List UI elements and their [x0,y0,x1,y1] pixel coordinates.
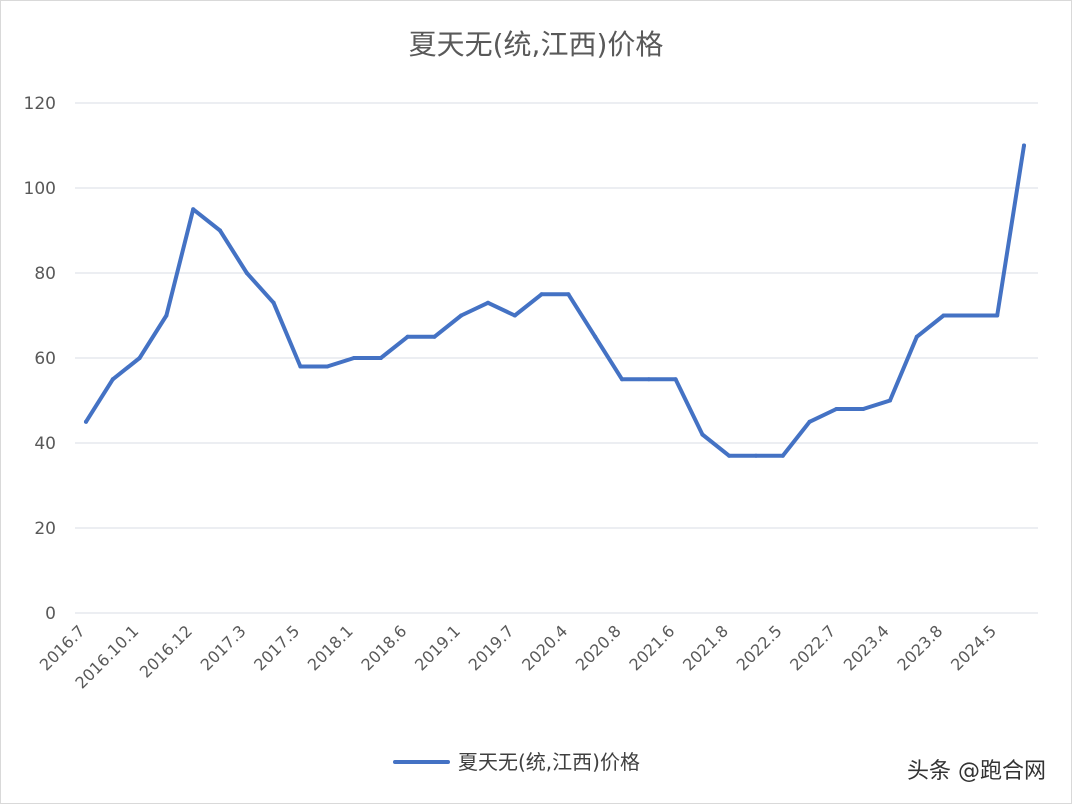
data-point [888,398,892,403]
data-point [539,292,544,297]
y-axis-ticks: 0 20 40 60 80 100 120 [24,94,56,624]
data-point [861,407,866,411]
legend-label: 夏天无(统,江西)价格 [458,750,640,774]
y-tick-label: 0 [45,604,56,624]
data-point [110,377,115,382]
data-point [325,364,330,369]
data-point [352,356,356,360]
data-point [968,313,973,318]
data-point [780,453,785,458]
data-point [298,364,303,369]
data-point [271,300,276,305]
data-point [1022,143,1026,148]
data-point [566,292,571,297]
data-point [941,313,946,318]
y-tick-label: 60 [34,349,56,369]
data-point [459,313,464,318]
data-point [673,377,678,382]
data-point [486,300,490,305]
series-layer [84,143,1026,458]
data-point [727,453,732,458]
y-tick-label: 20 [34,519,56,539]
y-tick-label: 80 [34,264,56,284]
data-point [620,377,624,382]
y-tick-label: 120 [24,94,56,114]
data-point [914,334,919,339]
data-point [191,207,196,212]
y-tick-label: 40 [34,434,56,454]
data-point [137,356,142,360]
data-point [378,356,383,360]
data-point [84,419,88,424]
data-point [405,334,410,339]
data-point [700,432,705,437]
data-point [432,334,437,339]
data-point [646,377,651,382]
data-point [807,419,812,424]
data-point [754,453,758,458]
data-point [218,228,222,233]
data-point [995,313,1000,318]
gridlines [75,102,1038,614]
chart-title: 夏天无(统,江西)价格 [409,28,664,61]
data-point [834,407,839,411]
data-point [512,313,517,318]
y-tick-label: 100 [24,179,56,199]
series-line [84,143,1026,458]
data-point [593,334,598,339]
data-point [164,313,169,318]
legend: 夏天无(统,江西)价格 [393,750,640,774]
watermark: 头条 @跑合网 [907,759,1046,784]
data-point [244,271,249,275]
